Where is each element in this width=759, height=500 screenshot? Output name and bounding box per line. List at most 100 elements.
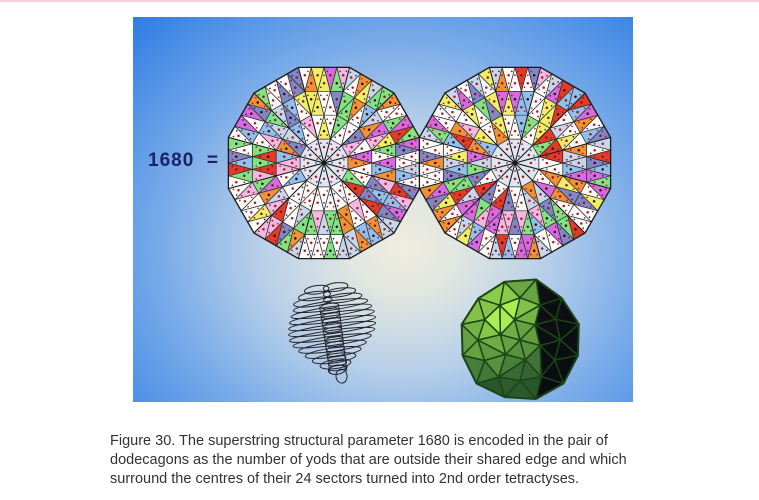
yod-dot [339, 216, 342, 219]
yod-dot [537, 115, 539, 118]
yod-dot [534, 196, 536, 199]
yod-dot [577, 155, 580, 158]
yod-dot [564, 209, 567, 212]
yod-dot [525, 136, 528, 139]
yod-dot [369, 101, 372, 104]
yod-dot [510, 213, 513, 216]
yod-dot [280, 148, 283, 151]
yod-dot [330, 143, 333, 145]
yod-dot [467, 139, 470, 141]
yod-dot [297, 193, 300, 196]
yod-dot [459, 92, 461, 95]
yod-dot [565, 219, 568, 222]
yod-dot [279, 190, 282, 193]
yod-dot [523, 110, 526, 113]
dodecagon-right [418, 66, 612, 260]
yod-dot [544, 172, 547, 175]
sector-spoke [514, 67, 542, 164]
yod-dot [601, 162, 604, 164]
yod-dot [377, 119, 379, 122]
yod-dot [247, 205, 249, 208]
yod-dot [568, 145, 571, 148]
yod-dot [438, 205, 440, 208]
yod-dot [327, 155, 329, 157]
yod-dot [550, 219, 553, 221]
coil-ring [322, 282, 349, 293]
yod-dot [520, 130, 523, 132]
yod-dot [526, 82, 530, 85]
polyhedron-face [534, 324, 562, 347]
yod-dot [422, 146, 425, 148]
yod-dot [362, 92, 366, 96]
yod-dot [345, 70, 348, 73]
yod-dot [470, 165, 473, 168]
yod-dot [460, 87, 462, 90]
yod-dot [362, 181, 365, 183]
yod-dot [484, 91, 487, 94]
yod-dot [590, 118, 592, 121]
yod-dot [283, 127, 285, 130]
sector-spoke [323, 92, 395, 164]
yod-dot [575, 182, 578, 186]
yod-dot [329, 225, 332, 228]
yod-dot [314, 175, 318, 179]
yod-dot [587, 138, 590, 140]
yod-dot [524, 131, 527, 134]
yod-dot [565, 158, 568, 161]
yod-dot [253, 121, 257, 125]
yod-dot [330, 147, 334, 151]
coil-ring [303, 284, 330, 295]
yod-dot [495, 122, 497, 125]
yod-dot [339, 229, 341, 232]
yod-dot [548, 234, 551, 237]
yod-dot [583, 107, 586, 109]
yod-dot [375, 199, 377, 202]
yod-dot [313, 94, 316, 97]
yod-dot [504, 110, 507, 113]
yod-dot [316, 74, 319, 77]
yod-dot [566, 124, 568, 127]
yod-dot [296, 220, 299, 223]
yod-dot [332, 229, 335, 232]
yod-dot [466, 212, 469, 215]
caption-line: dodecagons as the number of yods that ar… [110, 452, 627, 468]
yod-dot [291, 155, 293, 158]
yod-dot [343, 196, 345, 199]
yod-dot [255, 178, 258, 180]
yod-dot [483, 128, 486, 131]
yod-dot [551, 176, 554, 179]
yod-dot [569, 155, 573, 158]
yod-dot [369, 139, 372, 141]
yod-dot [351, 210, 353, 213]
yod-dot [388, 116, 391, 119]
yod-dot [262, 208, 265, 211]
yod-dot [322, 241, 326, 244]
yod-dot [285, 176, 288, 179]
yod-dot [307, 253, 309, 256]
yod-dot [495, 169, 497, 172]
yod-dot [339, 184, 342, 187]
yod-dot [398, 165, 401, 168]
yod-dot [279, 133, 282, 136]
yod-dot [340, 112, 343, 115]
yod-dot [477, 137, 480, 140]
yod-dot [307, 237, 309, 240]
yod-dot [465, 190, 468, 192]
yod-dot [322, 82, 326, 85]
yod-dot [373, 224, 377, 227]
yod-dot [288, 142, 291, 144]
yod-dot [563, 144, 566, 147]
yod-dot [257, 207, 260, 210]
yod-dot [446, 197, 449, 199]
yod-dot [601, 168, 604, 171]
polyhedron-outline [460, 278, 580, 401]
inner-spiral-edge [337, 303, 348, 372]
yod-dot [542, 113, 544, 116]
yod-dot [250, 211, 253, 214]
yod-dot [389, 142, 392, 144]
yod-dot [599, 188, 602, 192]
yod-dot [497, 161, 501, 165]
yod-dot [366, 238, 369, 240]
yod-dot [250, 112, 253, 115]
yod-dot [349, 247, 353, 250]
